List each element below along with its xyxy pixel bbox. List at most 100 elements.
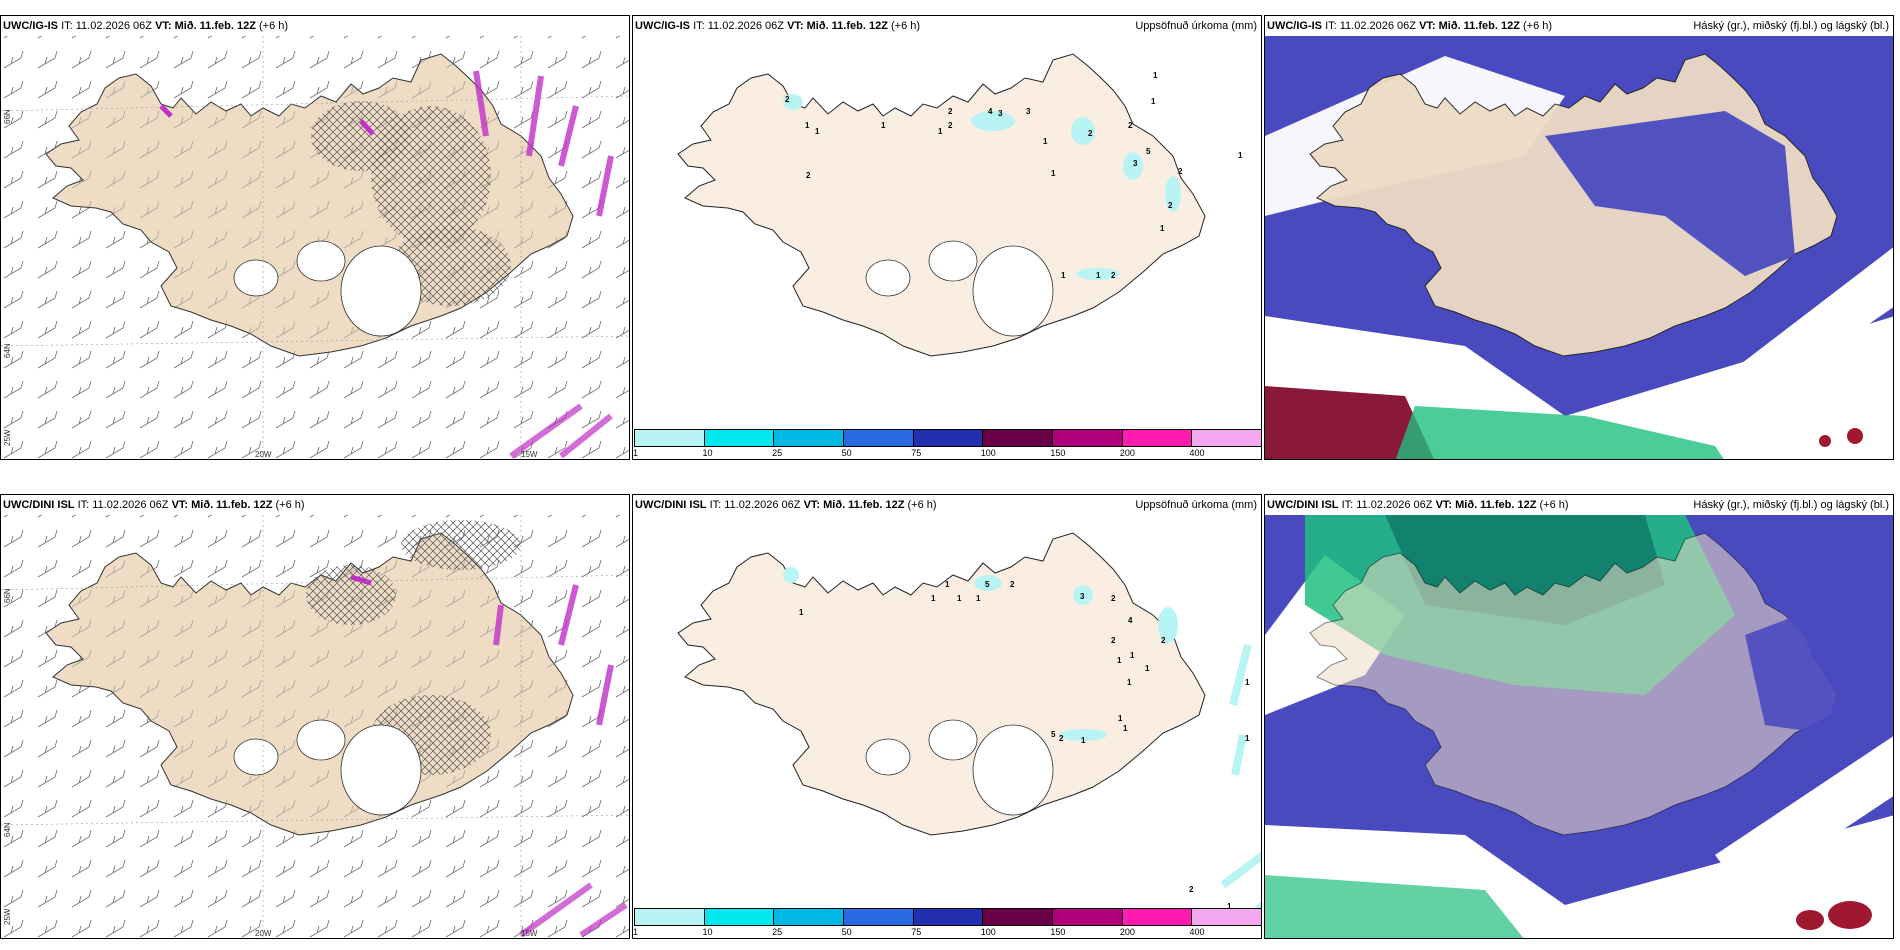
lat-label: 64N bbox=[3, 822, 12, 837]
colorbar-label: 25 bbox=[772, 448, 783, 458]
precip-value: 1 bbox=[1130, 651, 1135, 660]
precip-value: 2 bbox=[948, 107, 953, 116]
precip-value: 2 bbox=[1161, 636, 1166, 645]
colorbar-label: 400 bbox=[1189, 927, 1205, 937]
cloud-map bbox=[1265, 515, 1893, 938]
lat-label: 66N bbox=[3, 588, 12, 603]
precip-value: 3 bbox=[1026, 107, 1031, 116]
precip-value: 2 bbox=[1111, 271, 1116, 280]
colorbar-label: 150 bbox=[1050, 448, 1066, 458]
panel-header: UWC/DINI ISL IT: 11.02.2026 06Z VT: Mið.… bbox=[633, 495, 1261, 515]
model-name: UWC/IG-IS bbox=[635, 20, 690, 32]
colorbar-label: 1 bbox=[633, 448, 639, 458]
colorbar-label: 75 bbox=[911, 927, 922, 937]
valid-time: Mið. 11.feb. 12Z bbox=[1438, 20, 1520, 32]
precip-colorbar: 1 10 25 50 75 100 150 200 400 bbox=[633, 429, 1261, 459]
init-time: 11.02.2026 06Z bbox=[92, 499, 169, 511]
colorbar-label: 50 bbox=[841, 448, 852, 458]
lead-time: (+6 h) bbox=[907, 499, 937, 511]
precip-value: 5 bbox=[985, 580, 990, 589]
init-time: 11.02.2026 06Z bbox=[724, 499, 801, 511]
precip-value: 2 bbox=[948, 121, 953, 130]
lat-label: 66N bbox=[3, 109, 12, 124]
init-time: 11.02.2026 06Z bbox=[1356, 499, 1433, 511]
colorbar-swatch bbox=[1122, 909, 1193, 925]
precip-value: 1 bbox=[1061, 271, 1066, 280]
colorbar-label: 75 bbox=[911, 448, 922, 458]
map-title: Háský (gr.), miðský (fj.bl.) og lágský (… bbox=[1693, 499, 1889, 511]
precip-value: 1 bbox=[1127, 678, 1132, 687]
map-title: Uppsöfnuð úrkoma (mm) bbox=[1135, 20, 1257, 32]
colorbar-swatch bbox=[913, 430, 984, 446]
colorbar-swatch bbox=[1053, 430, 1123, 446]
precip-map: 2 1 1 1 2 1 2 2 4 3 3 2 2 5 1 3 1 2 2 1 … bbox=[677, 53, 1243, 357]
precip-colorbar: 1 10 25 50 75 100 150 200 400 bbox=[633, 908, 1261, 938]
lead-time: (+6 h) bbox=[891, 20, 921, 32]
precip-value: 1 bbox=[1151, 97, 1156, 106]
colorbar-label: 10 bbox=[702, 927, 713, 937]
valid-time: Mið. 11.feb. 12Z bbox=[191, 499, 273, 511]
panel-wind-dini: UWC/DINI ISL IT: 11.02.2026 06Z VT: Mið.… bbox=[0, 494, 630, 939]
colorbar-swatch bbox=[1122, 430, 1193, 446]
panel-clouds-dini: UWC/DINI ISL IT: 11.02.2026 06Z VT: Mið.… bbox=[1264, 494, 1894, 939]
colorbar-swatch bbox=[983, 430, 1054, 446]
valid-time: Mið. 11.feb. 12Z bbox=[823, 499, 905, 511]
precip-value: 1 bbox=[805, 121, 810, 130]
lon-label: 15W bbox=[521, 450, 538, 459]
colorbar-swatch bbox=[1192, 909, 1261, 925]
precip-value: 2 bbox=[806, 171, 811, 180]
panel-precip-dini: UWC/DINI ISL IT: 11.02.2026 06Z VT: Mið.… bbox=[632, 494, 1262, 939]
precip-value: 1 bbox=[938, 127, 943, 136]
panel-header: UWC/DINI ISL IT: 11.02.2026 06Z VT: Mið.… bbox=[1265, 495, 1893, 515]
precip-value: 2 bbox=[785, 95, 790, 104]
colorbar-label: 50 bbox=[841, 927, 852, 937]
precip-value: 1 bbox=[1245, 678, 1250, 687]
lead-time: (+6 h) bbox=[1539, 499, 1569, 511]
precip-value: 2 bbox=[1189, 885, 1194, 894]
wind-map bbox=[1, 515, 629, 938]
colorbar-swatch bbox=[844, 430, 914, 446]
colorbar-swatch bbox=[774, 430, 845, 446]
colorbar-swatch bbox=[1053, 909, 1123, 925]
lon-label: 20W bbox=[255, 450, 272, 459]
colorbar-swatch bbox=[635, 430, 705, 446]
precip-value: 2 bbox=[1088, 129, 1093, 138]
model-name: UWC/DINI ISL bbox=[3, 499, 75, 511]
precip-value: 1 bbox=[1238, 151, 1243, 160]
precip-value: 2 bbox=[1111, 636, 1116, 645]
init-time: 11.02.2026 06Z bbox=[1339, 20, 1416, 32]
colorbar-swatch bbox=[704, 909, 775, 925]
precip-value: 1 bbox=[957, 594, 962, 603]
panel-wind-igis: UWC/IG-IS IT: 11.02.2026 06Z VT: Mið. 11… bbox=[0, 15, 630, 460]
precip-value: 1 bbox=[1153, 71, 1158, 80]
colorbar-swatch bbox=[844, 909, 914, 925]
model-name: UWC/IG-IS bbox=[3, 20, 58, 32]
panel-header: UWC/IG-IS IT: 11.02.2026 06Z VT: Mið. 11… bbox=[633, 16, 1261, 36]
precip-value: 1 bbox=[1123, 724, 1128, 733]
valid-time: Mið. 11.feb. 12Z bbox=[1455, 499, 1537, 511]
precip-value: 1 bbox=[1043, 137, 1048, 146]
precip-value: 2 bbox=[1128, 121, 1133, 130]
precip-value: 5 bbox=[1051, 730, 1056, 739]
cloud-map bbox=[1265, 36, 1893, 459]
precip-value: 1 bbox=[1160, 224, 1165, 233]
precip-value: 1 bbox=[1096, 271, 1101, 280]
lon-label: 25W bbox=[3, 429, 12, 446]
colorbar-swatch bbox=[774, 909, 845, 925]
precip-value: 3 bbox=[1133, 159, 1138, 168]
precip-value: 1 bbox=[799, 608, 804, 617]
valid-time: Mið. 11.feb. 12Z bbox=[806, 20, 888, 32]
precip-value: 2 bbox=[1168, 201, 1173, 210]
lead-time: (+6 h) bbox=[275, 499, 305, 511]
precip-value: 4 bbox=[988, 107, 993, 116]
precip-value: 1 bbox=[815, 127, 820, 136]
precip-value: 2 bbox=[1059, 734, 1064, 743]
colorbar-swatch bbox=[635, 909, 705, 925]
wind-map bbox=[1, 36, 629, 459]
panel-header: UWC/IG-IS IT: 11.02.2026 06Z VT: Mið. 11… bbox=[3, 20, 289, 32]
colorbar-label: 25 bbox=[772, 927, 783, 937]
map-title: Háský (gr.), miðský (fj.bl.) og lágský (… bbox=[1693, 20, 1889, 32]
colorbar-label: 100 bbox=[980, 927, 996, 937]
model-name: UWC/DINI ISL bbox=[1267, 499, 1339, 511]
colorbar-label: 150 bbox=[1050, 927, 1066, 937]
